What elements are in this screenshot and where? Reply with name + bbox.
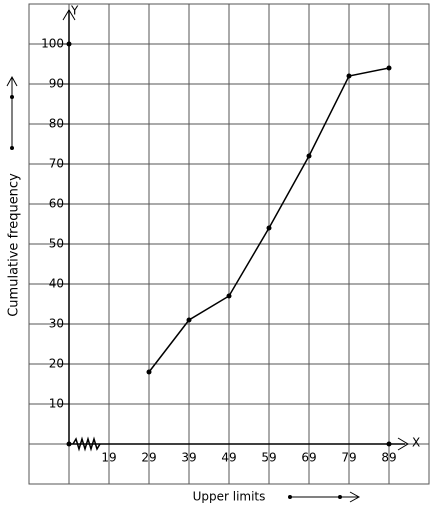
x-arrow	[397, 437, 409, 451]
decor-dot	[338, 495, 342, 499]
decor-dot	[10, 146, 14, 150]
data-point	[146, 369, 152, 375]
decor-dot	[288, 495, 292, 499]
y-arrow	[62, 9, 76, 21]
y-tick-label: 10	[49, 397, 64, 411]
y-axis-name: Y	[70, 4, 79, 18]
y-tick-label: 70	[49, 157, 64, 171]
y-tick-label: 60	[49, 197, 64, 211]
y-tick-label: 80	[49, 117, 64, 131]
x-tick-label: 69	[301, 451, 316, 465]
x-tick-label: 19	[101, 451, 116, 465]
decor-dot	[10, 95, 14, 99]
data-point	[306, 153, 312, 159]
axis-break	[72, 436, 101, 452]
data-point	[186, 317, 192, 323]
origin-dot	[66, 441, 72, 447]
x-tick-label: 39	[181, 451, 196, 465]
y-tick-label: 50	[49, 237, 64, 251]
grid	[28, 3, 430, 485]
x-axis-label: Upper limits	[193, 490, 266, 504]
data-point	[346, 73, 352, 79]
y-axis-label: Cumulative frequency	[7, 173, 22, 317]
x-tick-label: 49	[221, 451, 236, 465]
y-tick-label: 30	[49, 317, 64, 331]
y-tick-label: 90	[49, 77, 64, 91]
axis-dot	[386, 441, 392, 447]
y-tick-label: 100	[41, 37, 64, 51]
y-tick-label: 20	[49, 357, 64, 371]
x-tick-label: 29	[141, 451, 156, 465]
decor-arrow-head	[349, 491, 361, 503]
decor-arrow-head	[6, 75, 18, 87]
x-tick-label: 59	[261, 451, 276, 465]
x-tick-label: 79	[341, 451, 356, 465]
y-tick-label: 40	[49, 277, 64, 291]
data-point	[386, 65, 392, 71]
data-point	[266, 225, 272, 231]
x-tick-label: 89	[381, 451, 396, 465]
data-point	[226, 293, 232, 299]
x-axis-name: X	[412, 436, 420, 450]
